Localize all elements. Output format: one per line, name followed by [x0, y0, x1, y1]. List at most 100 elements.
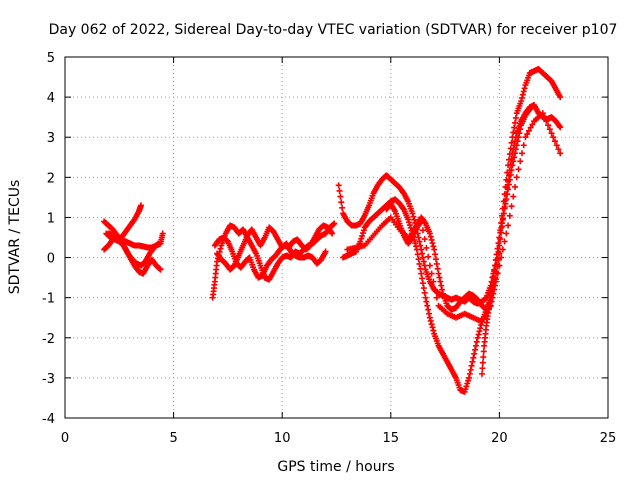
data-point [421, 262, 428, 269]
data-point [217, 245, 224, 252]
data-point [501, 238, 508, 245]
data-point [479, 365, 486, 372]
data-point [548, 130, 555, 137]
data-point [519, 91, 526, 98]
y-tick-label: 5 [47, 51, 55, 66]
data-point [517, 158, 524, 165]
data-point [439, 286, 446, 293]
series-seg-c1 [335, 66, 564, 307]
data-point [475, 331, 482, 338]
data-point [416, 238, 423, 245]
data-point [423, 298, 430, 305]
data-point [479, 359, 486, 366]
data-point [420, 285, 427, 292]
data-point [507, 171, 514, 178]
data-point [426, 230, 433, 237]
data-point [357, 238, 364, 245]
data-point [155, 240, 162, 247]
data-point [412, 240, 419, 247]
y-tick-label: 1 [47, 211, 55, 226]
y-axis-label: SDTVAR / TECUs [7, 180, 23, 295]
data-point [214, 258, 221, 265]
data-point [480, 354, 487, 361]
data-point [405, 216, 412, 223]
data-point [322, 248, 329, 255]
data-point [338, 199, 345, 206]
data-point [479, 370, 486, 377]
data-point [488, 285, 495, 292]
data-point [530, 102, 537, 109]
data-point [421, 236, 428, 243]
data-point [524, 131, 531, 138]
data-point [511, 154, 518, 161]
data-point [546, 126, 553, 133]
data-point [426, 314, 433, 321]
y-tick-label: -1 [42, 292, 55, 307]
data-point [478, 321, 485, 328]
data-point [557, 124, 564, 131]
data-point [522, 134, 529, 141]
data-point [472, 346, 479, 353]
data-point [497, 229, 504, 236]
data-point [510, 129, 517, 136]
data-point [506, 212, 513, 219]
data-point [463, 383, 470, 390]
x-tick-label: 10 [274, 431, 291, 446]
data-point [417, 265, 424, 272]
data-point [339, 204, 346, 211]
data-point [479, 318, 486, 325]
y-tick-label: 4 [47, 91, 55, 106]
data-point [419, 280, 426, 287]
data-point [337, 193, 344, 200]
data-point [336, 187, 343, 194]
data-point [501, 205, 508, 212]
y-tick-label: 3 [47, 131, 55, 146]
series-seg-c4 [383, 200, 503, 313]
data-point [487, 290, 494, 297]
data-point [433, 260, 440, 267]
data-point [419, 227, 426, 234]
data-point [492, 262, 499, 269]
data-point [503, 195, 510, 202]
data-point [432, 251, 439, 258]
data-point [520, 142, 527, 149]
data-point [508, 203, 515, 210]
data-point [494, 245, 501, 252]
data-point [470, 354, 477, 361]
y-tick-label: -3 [42, 372, 55, 387]
data-point [461, 388, 468, 395]
data-point [429, 240, 436, 247]
data-point [539, 110, 546, 117]
data-point [529, 121, 536, 128]
data-point [433, 294, 440, 301]
data-point [414, 230, 421, 237]
data-point [518, 98, 525, 105]
data-point [426, 310, 433, 317]
data-point [467, 366, 474, 373]
data-point [552, 138, 559, 145]
data-point [430, 243, 437, 250]
x-axis-label: GPS time / hours [277, 459, 394, 475]
data-point [406, 219, 413, 226]
data-point [510, 193, 517, 200]
data-point [435, 270, 442, 277]
data-point [495, 240, 502, 247]
data-point [407, 224, 414, 231]
data-point [329, 230, 336, 237]
data-point [490, 273, 497, 280]
x-tick-label: 15 [383, 431, 400, 446]
data-point [335, 182, 342, 189]
data-point [409, 210, 416, 217]
data-point [491, 268, 498, 275]
data-point [474, 334, 481, 341]
data-point [415, 256, 422, 263]
y-tick-label: -4 [42, 412, 55, 427]
data-point [432, 286, 439, 293]
data-point [489, 279, 496, 286]
data-point [505, 181, 512, 188]
data-point [499, 215, 506, 222]
data-point [156, 265, 163, 272]
x-tick-label: 5 [169, 431, 177, 446]
data-point [425, 253, 432, 260]
